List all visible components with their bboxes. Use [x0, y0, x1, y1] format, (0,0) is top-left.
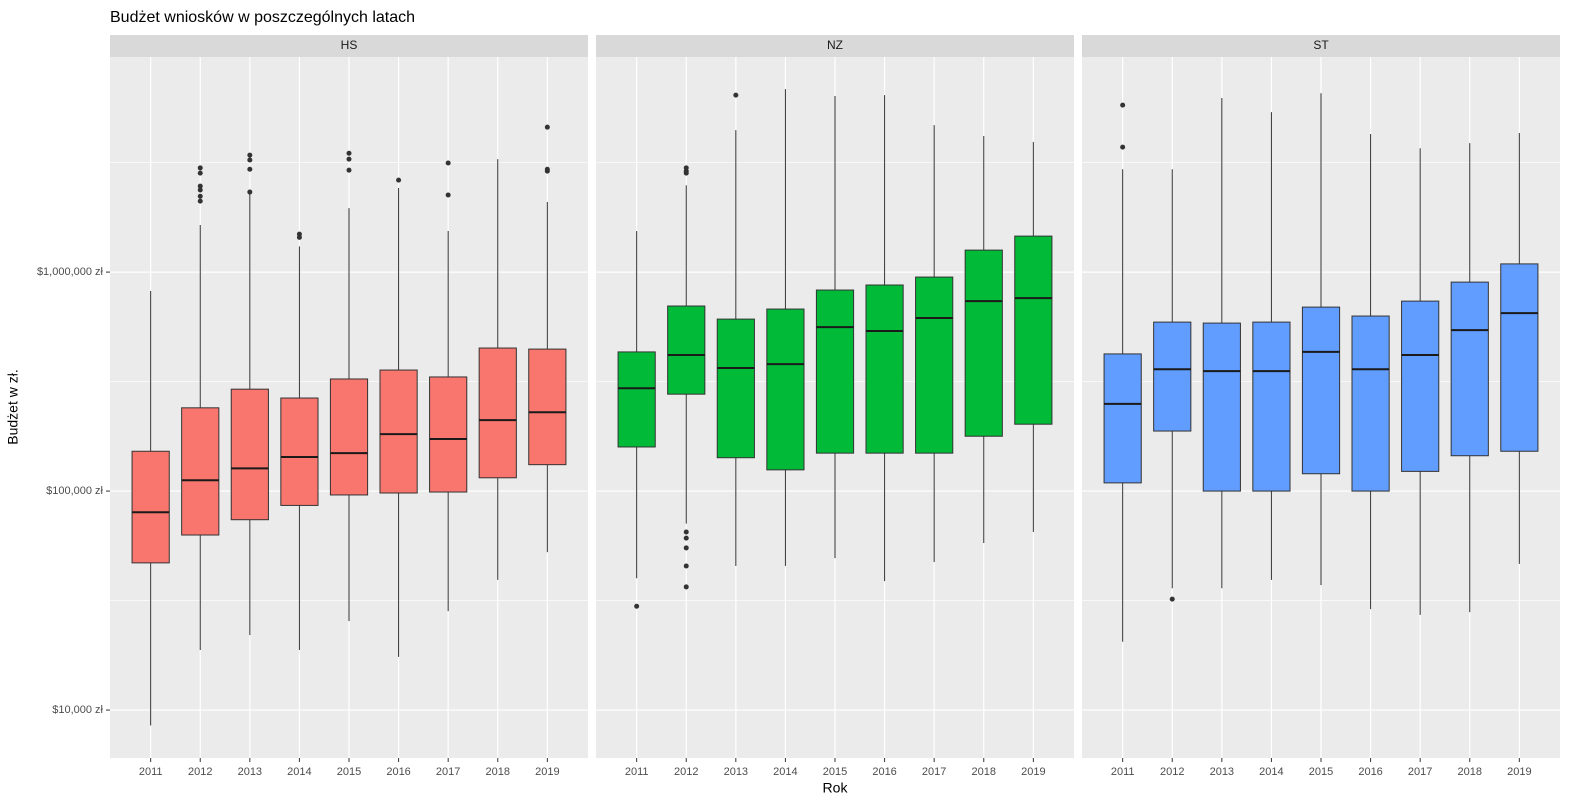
outlier	[346, 167, 352, 173]
x-tick-label: 2013	[724, 766, 748, 778]
x-tick-label: 2018	[972, 766, 996, 778]
outlier	[247, 166, 253, 172]
outlier	[544, 168, 550, 174]
x-tick-label: 2011	[625, 766, 649, 778]
y-tick-label: $100,000 zł	[46, 485, 103, 497]
box	[1301, 306, 1341, 475]
outlier	[733, 92, 739, 98]
strip-label: NZ	[827, 38, 843, 52]
box	[964, 249, 1003, 437]
box	[131, 450, 170, 564]
outlier	[1169, 596, 1175, 602]
box	[429, 376, 468, 493]
y-tick-label: $10,000 zł	[52, 704, 103, 716]
box	[478, 347, 517, 479]
x-tick-label: 2018	[1458, 766, 1482, 778]
box	[280, 397, 319, 506]
x-tick-label: 2012	[188, 766, 212, 778]
outlier	[445, 192, 451, 198]
x-tick-label: 2012	[674, 766, 698, 778]
box	[1252, 321, 1291, 492]
x-tick-label: 2019	[535, 766, 559, 778]
x-tick-label: 2015	[1309, 766, 1333, 778]
outlier	[634, 603, 640, 609]
x-tick-label: 2017	[436, 766, 460, 778]
box	[1500, 263, 1539, 452]
outlier	[197, 187, 203, 193]
x-tick-label: 2012	[1160, 766, 1184, 778]
x-tick-label: 2014	[1259, 766, 1283, 778]
x-tick-label: 2019	[1021, 766, 1045, 778]
x-tick-label: 2013	[1210, 766, 1234, 778]
outlier	[683, 529, 689, 535]
outlier	[197, 170, 203, 176]
x-tick-label: 2019	[1507, 766, 1531, 778]
outlier	[445, 160, 451, 166]
x-tick-label: 2014	[287, 766, 311, 778]
x-tick-label: 2016	[872, 766, 896, 778]
box	[329, 378, 369, 496]
box	[1351, 315, 1390, 492]
box	[716, 318, 755, 459]
outlier	[1120, 102, 1126, 108]
outlier	[683, 584, 689, 590]
outlier	[683, 545, 689, 551]
outlier	[296, 234, 302, 240]
box	[766, 308, 805, 471]
x-tick-label: 2017	[922, 766, 946, 778]
strip-label: HS	[341, 38, 358, 52]
box	[230, 388, 269, 521]
x-tick-label: 2011	[139, 766, 163, 778]
outlier	[346, 156, 352, 162]
strip	[110, 35, 588, 57]
y-axis-title: Budżet w zł.	[5, 369, 21, 444]
outlier	[346, 150, 352, 156]
box	[181, 407, 220, 536]
outlier	[247, 152, 253, 158]
outlier	[396, 177, 402, 183]
outlier	[247, 157, 253, 163]
outlier	[197, 198, 203, 204]
box	[1401, 300, 1440, 472]
box	[815, 289, 855, 454]
box	[617, 351, 656, 448]
outlier	[1120, 144, 1126, 150]
x-tick-label: 2011	[1111, 766, 1135, 778]
box	[528, 348, 567, 466]
outlier	[247, 189, 253, 195]
outlier	[197, 165, 203, 171]
outlier	[683, 535, 689, 541]
box	[915, 276, 954, 454]
outlier	[544, 124, 550, 130]
y-tick-label: $1,000,000 zł	[37, 266, 104, 278]
x-tick-label: 2017	[1408, 766, 1432, 778]
outlier	[683, 563, 689, 569]
strip	[596, 35, 1074, 57]
box	[667, 305, 706, 395]
x-tick-label: 2015	[337, 766, 361, 778]
box	[1103, 353, 1142, 484]
box	[1450, 281, 1489, 457]
x-tick-label: 2013	[238, 766, 262, 778]
outlier	[197, 193, 203, 199]
x-tick-label: 2016	[386, 766, 410, 778]
x-tick-label: 2018	[486, 766, 510, 778]
strip-label: ST	[1313, 38, 1329, 52]
outlier	[197, 183, 203, 189]
outlier	[683, 170, 689, 176]
box	[1014, 235, 1053, 425]
x-tick-label: 2016	[1358, 766, 1382, 778]
x-tick-label: 2014	[773, 766, 797, 778]
box	[1153, 321, 1192, 432]
x-axis-title: Rok	[823, 780, 849, 796]
box	[379, 369, 418, 494]
strip	[1082, 35, 1560, 57]
chart-title: Budżet wniosków w poszczególnych latach	[110, 9, 415, 26]
x-tick-label: 2015	[823, 766, 847, 778]
box	[865, 284, 904, 454]
box	[1202, 322, 1241, 492]
